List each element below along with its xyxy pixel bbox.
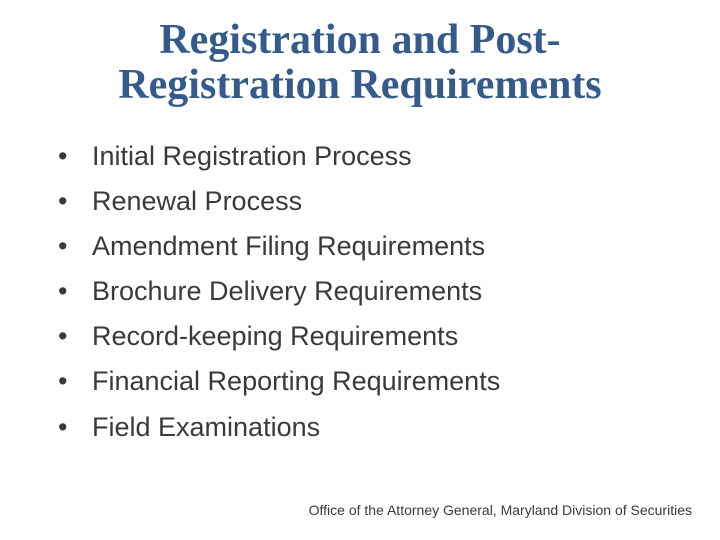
list-item-text: Financial Reporting Requirements xyxy=(92,366,500,396)
list-item: Initial Registration Process xyxy=(58,137,680,176)
list-item-text: Field Examinations xyxy=(92,412,320,442)
list-item-text: Initial Registration Process xyxy=(92,141,412,171)
slide: Registration and Post- Registration Requ… xyxy=(0,0,720,540)
list-item: Amendment Filing Requirements xyxy=(58,227,680,266)
list-item-text: Amendment Filing Requirements xyxy=(92,231,485,261)
list-item: Record-keeping Requirements xyxy=(58,317,680,356)
list-item-text: Record-keeping Requirements xyxy=(92,321,458,351)
bullet-list: Initial Registration Process Renewal Pro… xyxy=(40,137,680,447)
list-item: Field Examinations xyxy=(58,408,680,447)
list-item: Brochure Delivery Requirements xyxy=(58,272,680,311)
slide-title: Registration and Post- Registration Requ… xyxy=(40,18,680,109)
list-item-text: Brochure Delivery Requirements xyxy=(92,276,482,306)
list-item: Financial Reporting Requirements xyxy=(58,362,680,401)
title-line-2: Registration Requirements xyxy=(118,62,601,108)
list-item-text: Renewal Process xyxy=(92,186,302,216)
list-item: Renewal Process xyxy=(58,182,680,221)
footer-text: Office of the Attorney General, Maryland… xyxy=(309,502,692,518)
title-line-1: Registration and Post- xyxy=(159,17,560,63)
